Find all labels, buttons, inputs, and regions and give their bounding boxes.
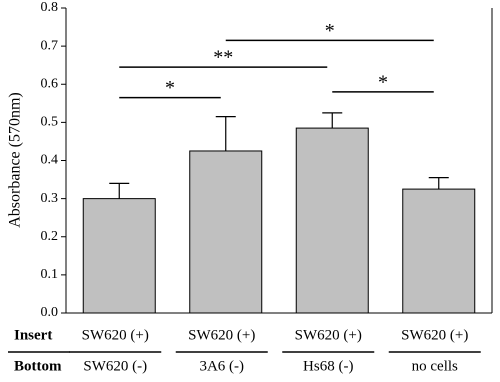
bar bbox=[295, 127, 369, 314]
y-tick-label: 0.5 bbox=[41, 115, 59, 130]
table-cell: SW620 (+) bbox=[82, 327, 149, 343]
table-cell: SW620 (+) bbox=[401, 327, 468, 343]
table-cell: SW620 (+) bbox=[188, 327, 255, 343]
significance-label: * bbox=[325, 20, 335, 42]
error-bar bbox=[215, 116, 236, 151]
y-tick-label: 0.8 bbox=[41, 0, 59, 15]
table-cell: Hs68 (-) bbox=[303, 358, 353, 374]
y-axis-label: Absorbance (570nm) bbox=[7, 92, 24, 228]
row-label: Insert bbox=[14, 327, 52, 343]
y-tick-label: 0.4 bbox=[41, 153, 59, 168]
table-cell: SW620 (+) bbox=[295, 327, 362, 343]
row-label: Bottom bbox=[14, 358, 62, 374]
y-tick-label: 0.3 bbox=[41, 191, 59, 206]
significance-label: ** bbox=[213, 47, 233, 69]
significance-label: * bbox=[378, 71, 388, 93]
y-tick-label: 0.6 bbox=[41, 76, 59, 91]
bar bbox=[189, 150, 263, 314]
bar bbox=[82, 198, 156, 314]
table-cell: SW620 (-) bbox=[83, 358, 147, 374]
significance-label: * bbox=[165, 77, 175, 99]
error-bar bbox=[428, 177, 449, 190]
table-cell: no cells bbox=[412, 358, 458, 374]
error-bar bbox=[322, 112, 343, 129]
y-tick-label: 0.2 bbox=[41, 229, 59, 244]
y-tick-label: 0.7 bbox=[41, 38, 59, 53]
y-tick-label: 0.0 bbox=[41, 305, 59, 320]
y-tick-label: 0.1 bbox=[41, 267, 59, 282]
table-cell: 3A6 (-) bbox=[199, 358, 244, 374]
bar bbox=[402, 188, 476, 314]
error-bar bbox=[109, 182, 130, 199]
